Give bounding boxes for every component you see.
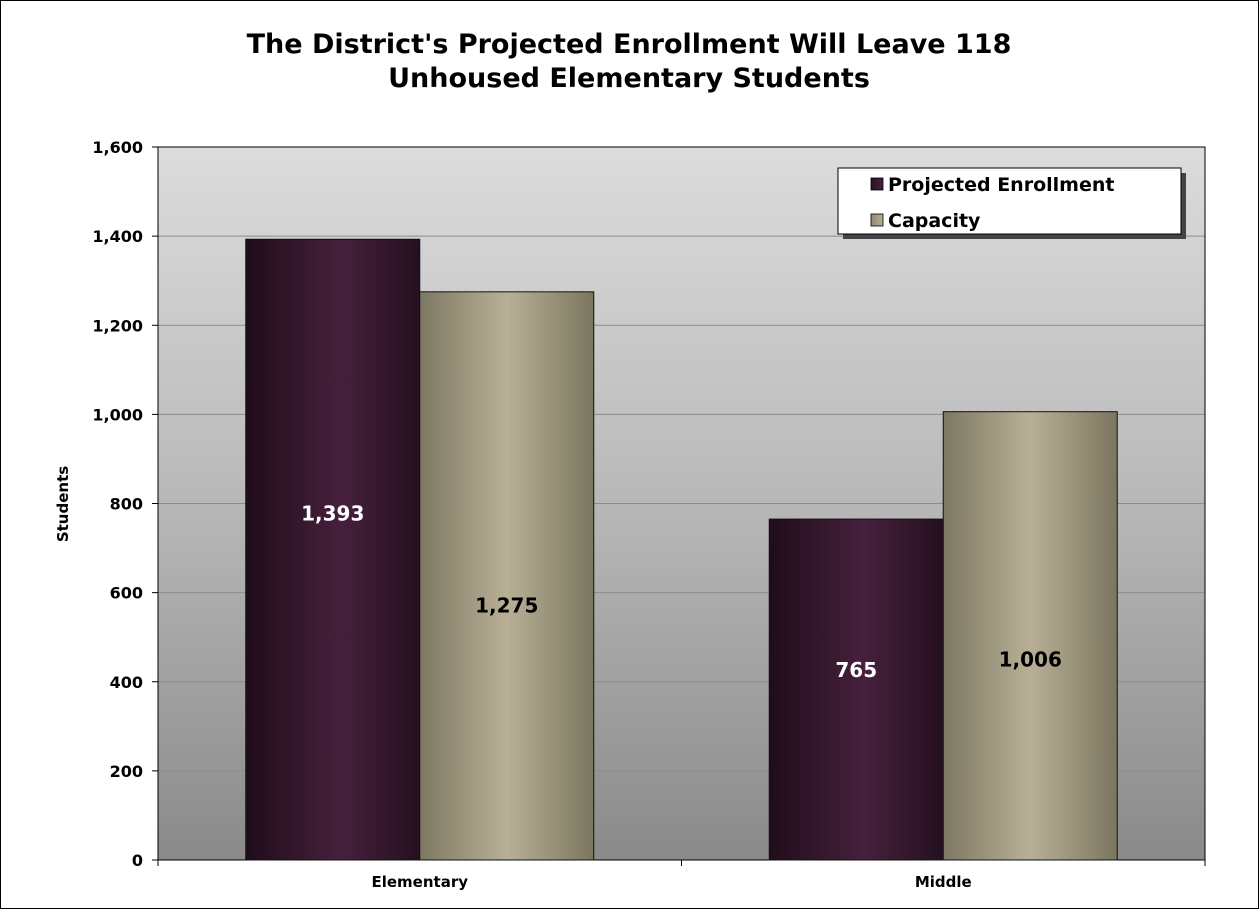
- data-label: 1,275: [475, 593, 538, 617]
- y-axis-label: Students: [54, 466, 72, 542]
- legend: Projected Enrollment Capacity: [837, 167, 1186, 239]
- data-label: 1,006: [999, 647, 1062, 671]
- legend-label-projected-enrollment: Projected Enrollment: [888, 174, 1114, 196]
- y-tick-label: 1,000: [92, 405, 143, 424]
- bar-projected-enrollment-middle: [768, 518, 944, 861]
- bars: [245, 238, 1118, 861]
- chart-subtitle: Unhoused Elementary Students: [388, 63, 870, 94]
- data-labels: 1,393 1,275 765 1,006: [301, 501, 1062, 682]
- y-tick-label: 800: [110, 495, 143, 514]
- y-tick-label: 0: [132, 851, 143, 870]
- y-tick-label: 1,600: [92, 138, 143, 157]
- legend-swatch-projected-enrollment: [870, 177, 884, 191]
- y-tick-label: 200: [110, 762, 143, 781]
- data-label: 765: [835, 658, 877, 682]
- chart-title: The District's Projected Enrollment Will…: [247, 29, 1012, 60]
- y-tick-label: 600: [110, 584, 143, 603]
- y-tick-label: 1,400: [92, 227, 143, 246]
- y-tick-label: 1,200: [92, 316, 143, 335]
- x-axis: Elementary Middle: [157, 860, 1206, 891]
- bar-projected-enrollment-elementary: [245, 238, 421, 861]
- x-tick-label: Middle: [915, 873, 972, 891]
- legend-swatch-capacity: [870, 213, 884, 227]
- data-label: 1,393: [301, 501, 364, 525]
- bar-capacity-middle: [942, 411, 1118, 861]
- y-axis: 0 200 400 600 800 1,000 1,200 1,400 1,600: [92, 138, 1206, 870]
- legend-box: [837, 167, 1182, 235]
- legend-label-capacity: Capacity: [888, 210, 981, 232]
- bar-capacity-elementary: [419, 291, 595, 861]
- x-tick-label: Elementary: [371, 873, 468, 891]
- y-tick-label: 400: [110, 673, 143, 692]
